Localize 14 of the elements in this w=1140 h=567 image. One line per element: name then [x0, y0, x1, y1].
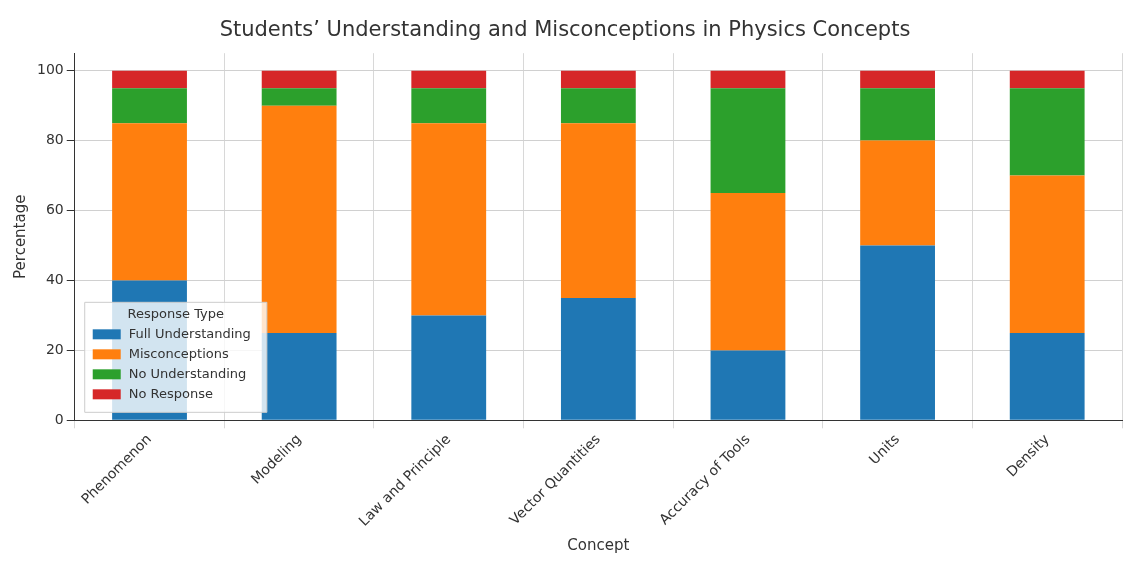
x-axis-title: Concept: [567, 535, 630, 554]
chart-title: Students’ Understanding and Misconceptions in Physics Concepts: [219, 17, 911, 42]
y-tick-label: 80: [45, 131, 64, 148]
y-axis-title: Percentage: [10, 194, 29, 279]
y-tick-label: 0: [54, 410, 64, 427]
y-tick-label: 60: [45, 201, 64, 218]
legend-label: No Understanding: [128, 365, 247, 381]
y-tick-label: 20: [45, 341, 64, 358]
y-tick-label: 40: [45, 271, 64, 288]
legend-label: No Response: [128, 385, 213, 401]
legend-label: Misconceptions: [128, 345, 229, 361]
legend-title: Response Type: [127, 305, 225, 321]
legend-label: Full Understanding: [128, 325, 251, 341]
y-tick-label: 100: [36, 61, 64, 78]
